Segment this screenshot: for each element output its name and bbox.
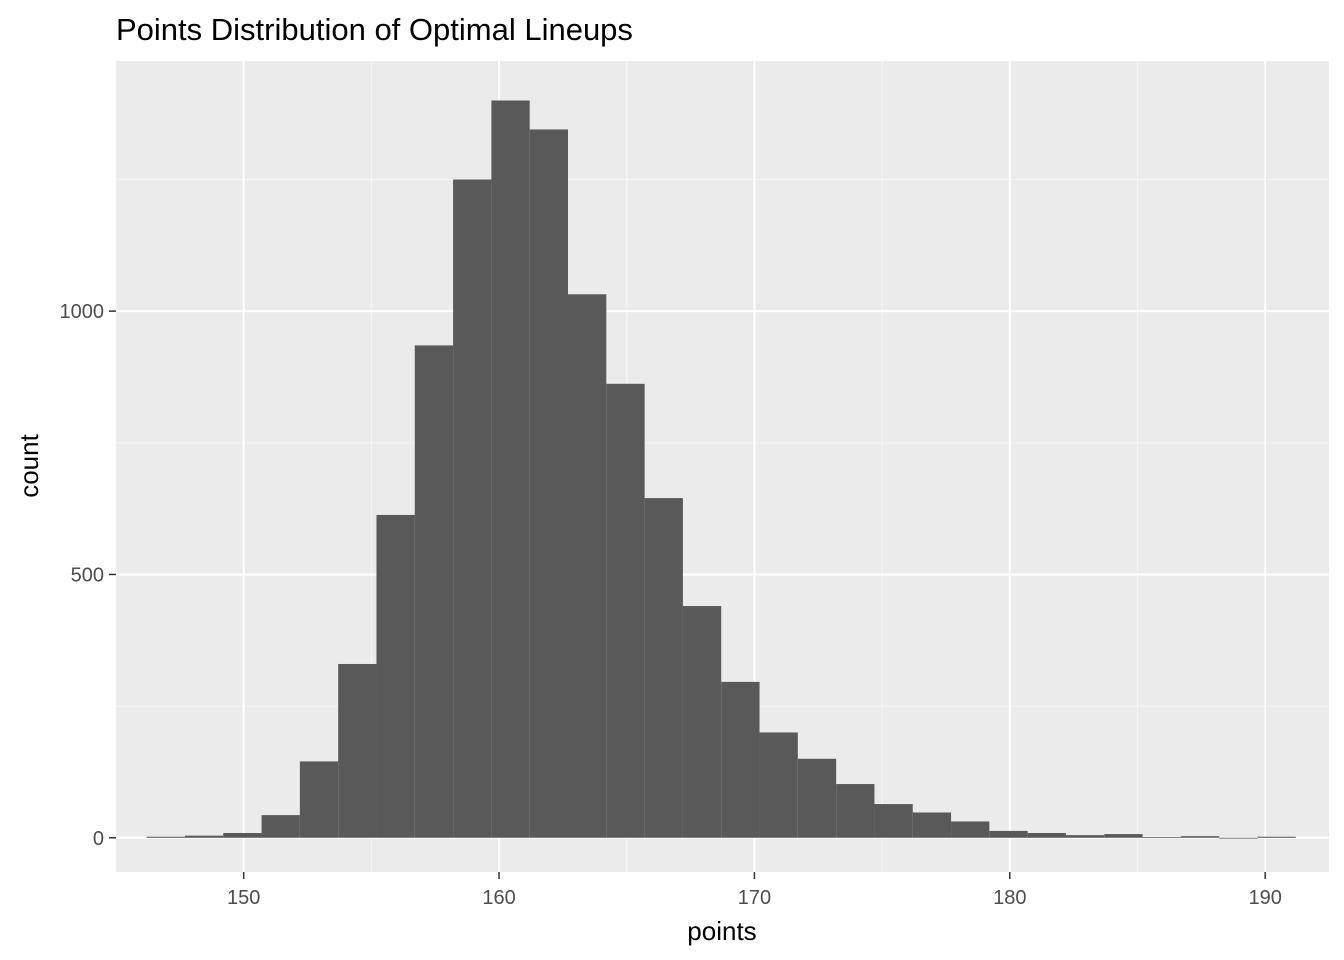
y-tick-label: 0 bbox=[93, 828, 104, 850]
histogram-bar bbox=[1219, 837, 1258, 839]
y-axis: 0 500 1000 bbox=[60, 301, 116, 850]
histogram-bar bbox=[912, 812, 952, 838]
x-axis: 150 160 170 180 190 bbox=[227, 872, 1282, 909]
histogram-bar bbox=[989, 830, 1028, 838]
x-tick-label: 160 bbox=[482, 887, 515, 909]
y-tick-label: 1000 bbox=[60, 301, 105, 323]
histogram-bar bbox=[797, 758, 837, 838]
histogram-bar bbox=[338, 663, 377, 838]
histogram-bar bbox=[951, 821, 990, 838]
histogram-bar bbox=[874, 804, 913, 838]
histogram-bar bbox=[414, 345, 454, 838]
histogram-bar bbox=[836, 784, 875, 838]
histogram-bar bbox=[146, 836, 185, 838]
y-axis-title: count bbox=[14, 433, 44, 497]
histogram-bar bbox=[1065, 835, 1105, 838]
histogram-bar bbox=[759, 732, 798, 838]
histogram-bar bbox=[644, 498, 683, 838]
chart-title: Points Distribution of Optimal Lineups bbox=[116, 12, 633, 47]
histogram-bar bbox=[184, 835, 224, 838]
x-tick-label: 150 bbox=[227, 887, 260, 909]
histogram-bar bbox=[376, 514, 415, 838]
histogram-bar bbox=[1104, 834, 1143, 838]
histogram-bar bbox=[1257, 836, 1296, 838]
histogram-bar bbox=[1027, 833, 1066, 838]
x-tick-label: 170 bbox=[738, 887, 771, 909]
histogram-bar bbox=[223, 833, 262, 838]
histogram-bar bbox=[721, 681, 760, 838]
histogram-bar bbox=[568, 294, 607, 838]
x-tick-label: 190 bbox=[1248, 887, 1281, 909]
histogram-bar bbox=[299, 761, 339, 838]
histogram-bar bbox=[1180, 836, 1220, 838]
histogram-bars bbox=[146, 100, 1296, 839]
x-axis-title: points bbox=[687, 916, 756, 946]
histogram-bar bbox=[491, 100, 530, 838]
histogram-bar bbox=[261, 815, 300, 838]
histogram-bar bbox=[606, 383, 645, 838]
histogram-bar bbox=[453, 179, 492, 838]
y-tick-label: 500 bbox=[71, 564, 104, 586]
histogram-bar bbox=[529, 129, 569, 838]
x-tick-label: 180 bbox=[993, 887, 1026, 909]
histogram-bar bbox=[1142, 837, 1181, 839]
histogram-bar bbox=[682, 606, 722, 838]
